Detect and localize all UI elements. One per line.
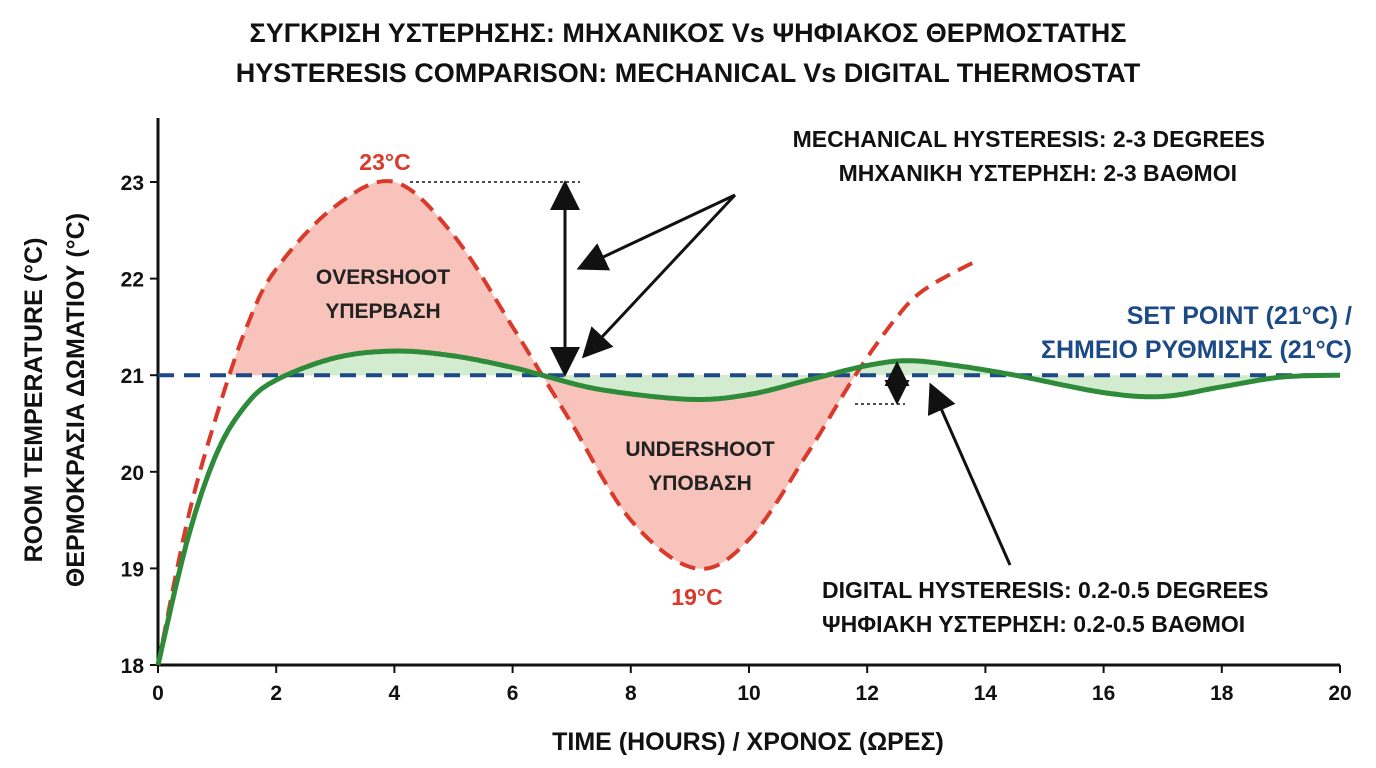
y-tick-label: 19 <box>121 558 144 581</box>
mechanical-hysteresis-label-el: ΜΗΧΑΝΙΚΗ ΥΣΤΕΡΗΣΗ: 2-3 ΒΑΘΜΟΙ <box>839 160 1237 186</box>
trough-label: 19°C <box>671 584 722 610</box>
x-tick-label: 2 <box>270 682 282 705</box>
x-tick-label: 14 <box>974 682 998 705</box>
undershoot-label: UNDERSHOOT <box>625 438 775 461</box>
x-tick-label: 18 <box>1210 682 1234 705</box>
y-axis-label-el: ΘΕΡΜΟΚΡΑΣΙΑ ΔΩΜΑΤΙΟΥ (°C) <box>62 213 90 587</box>
x-tick-label: 12 <box>856 682 879 705</box>
mechanical-pointer-arrow-2 <box>581 193 737 359</box>
setpoint-label: SET POINT (21°C) / <box>1127 302 1352 330</box>
setpoint-label-el: ΣΗΜΕΙΟ ΡΥΘΜΙΣΗΣ (21°C) <box>1041 336 1352 364</box>
peak-label: 23°C <box>359 149 410 175</box>
x-tick-label: 0 <box>152 682 164 705</box>
y-axis-label-en: ROOM TEMPERATURE (°C) <box>20 238 48 563</box>
digital-hysteresis-label-el: ΨΗΦΙΑΚΗ ΥΣΤΕΡΗΣΗ: 0.2-0.5 ΒΑΘΜΟΙ <box>822 611 1245 637</box>
x-axis-label: TIME (HOURS) / ΧΡΟΝΟΣ (ΩΡΕΣ) <box>552 728 944 756</box>
overshoot-label-el: ΥΠΕΡΒΑΣΗ <box>325 300 440 323</box>
x-tick-label: 8 <box>625 682 637 705</box>
chart-title: ΣΥΓΚΡΙΣΗ ΥΣΤΕΡΗΣΗΣ: ΜΗΧΑΝΙΚΟΣ Vs ΨΗΦΙΑΚΟ… <box>250 18 1127 48</box>
undershoot-label-el: ΥΠΟΒΑΣΗ <box>648 472 752 495</box>
x-tick-label: 16 <box>1092 682 1115 705</box>
series-line-digital <box>155 348 1340 666</box>
digital-hysteresis-label: DIGITAL HYSTERESIS: 0.2-0.5 DEGREES <box>822 577 1268 603</box>
x-tick-label: 6 <box>507 682 519 705</box>
mechanical-hysteresis-label: MECHANICAL HYSTERESIS: 2-3 DEGREES <box>793 126 1265 152</box>
y-tick-label: 20 <box>121 462 144 485</box>
y-tick-label: 23 <box>121 172 144 195</box>
overshoot-label: OVERSHOOT <box>316 266 450 289</box>
x-tick-label: 4 <box>389 682 401 705</box>
digital-pointer-arrow <box>927 382 1012 566</box>
chart-subtitle: HYSTERESIS COMPARISON: MECHANICAL Vs DIG… <box>236 58 1141 88</box>
y-tick-label: 18 <box>121 655 145 678</box>
x-tick-label: 20 <box>1328 682 1351 705</box>
y-tick-label: 22 <box>121 269 144 292</box>
mechanical-deviation-area <box>228 181 856 569</box>
y-tick-label: 21 <box>121 365 145 388</box>
x-tick-label: 10 <box>737 682 760 705</box>
mechanical-pointer-arrow-1 <box>576 193 736 271</box>
